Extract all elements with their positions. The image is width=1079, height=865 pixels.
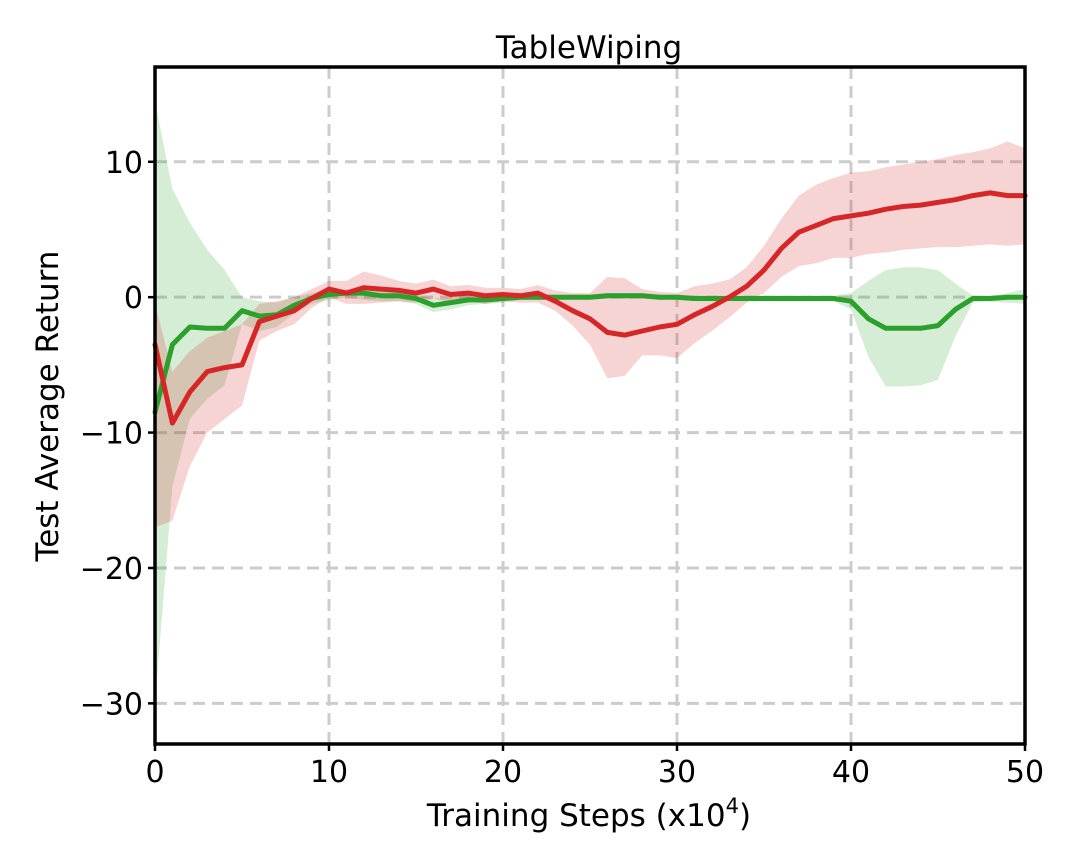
x-axis-title-sup: 4: [726, 794, 739, 818]
series-1-band: [155, 141, 1025, 528]
y-tick-label: −30: [80, 687, 143, 722]
y-tick-label: 10: [105, 146, 143, 181]
chart-title: TableWiping: [495, 30, 682, 66]
series-1-line: [152, 190, 1028, 426]
x-axis: 0 10 20 30 40 50: [145, 744, 1044, 790]
x-axis-title-close: ): [739, 798, 751, 834]
x-tick-label: 30: [658, 755, 696, 790]
x-axis-title-main: Training Steps (x10: [426, 798, 726, 834]
y-axis: 10 0 −10 −20 −30: [80, 146, 155, 722]
y-tick-label: −10: [80, 417, 143, 452]
grid: [155, 67, 1025, 744]
x-axis-title: Training Steps (x104): [426, 794, 751, 834]
confidence-bands: [155, 100, 1025, 704]
x-tick-label: 0: [145, 755, 164, 790]
y-tick-label: 0: [124, 281, 143, 316]
series-0-line: [152, 290, 1028, 415]
plot-frame: [153, 65, 1027, 746]
x-tick-label: 20: [484, 755, 522, 790]
series-lines: [152, 190, 1028, 426]
x-tick-label: 10: [310, 755, 348, 790]
y-tick-label: −20: [80, 552, 143, 587]
y-axis-title: Test Average Return: [30, 251, 66, 563]
x-tick-label: 40: [832, 755, 870, 790]
x-tick-label: 50: [1006, 755, 1044, 790]
